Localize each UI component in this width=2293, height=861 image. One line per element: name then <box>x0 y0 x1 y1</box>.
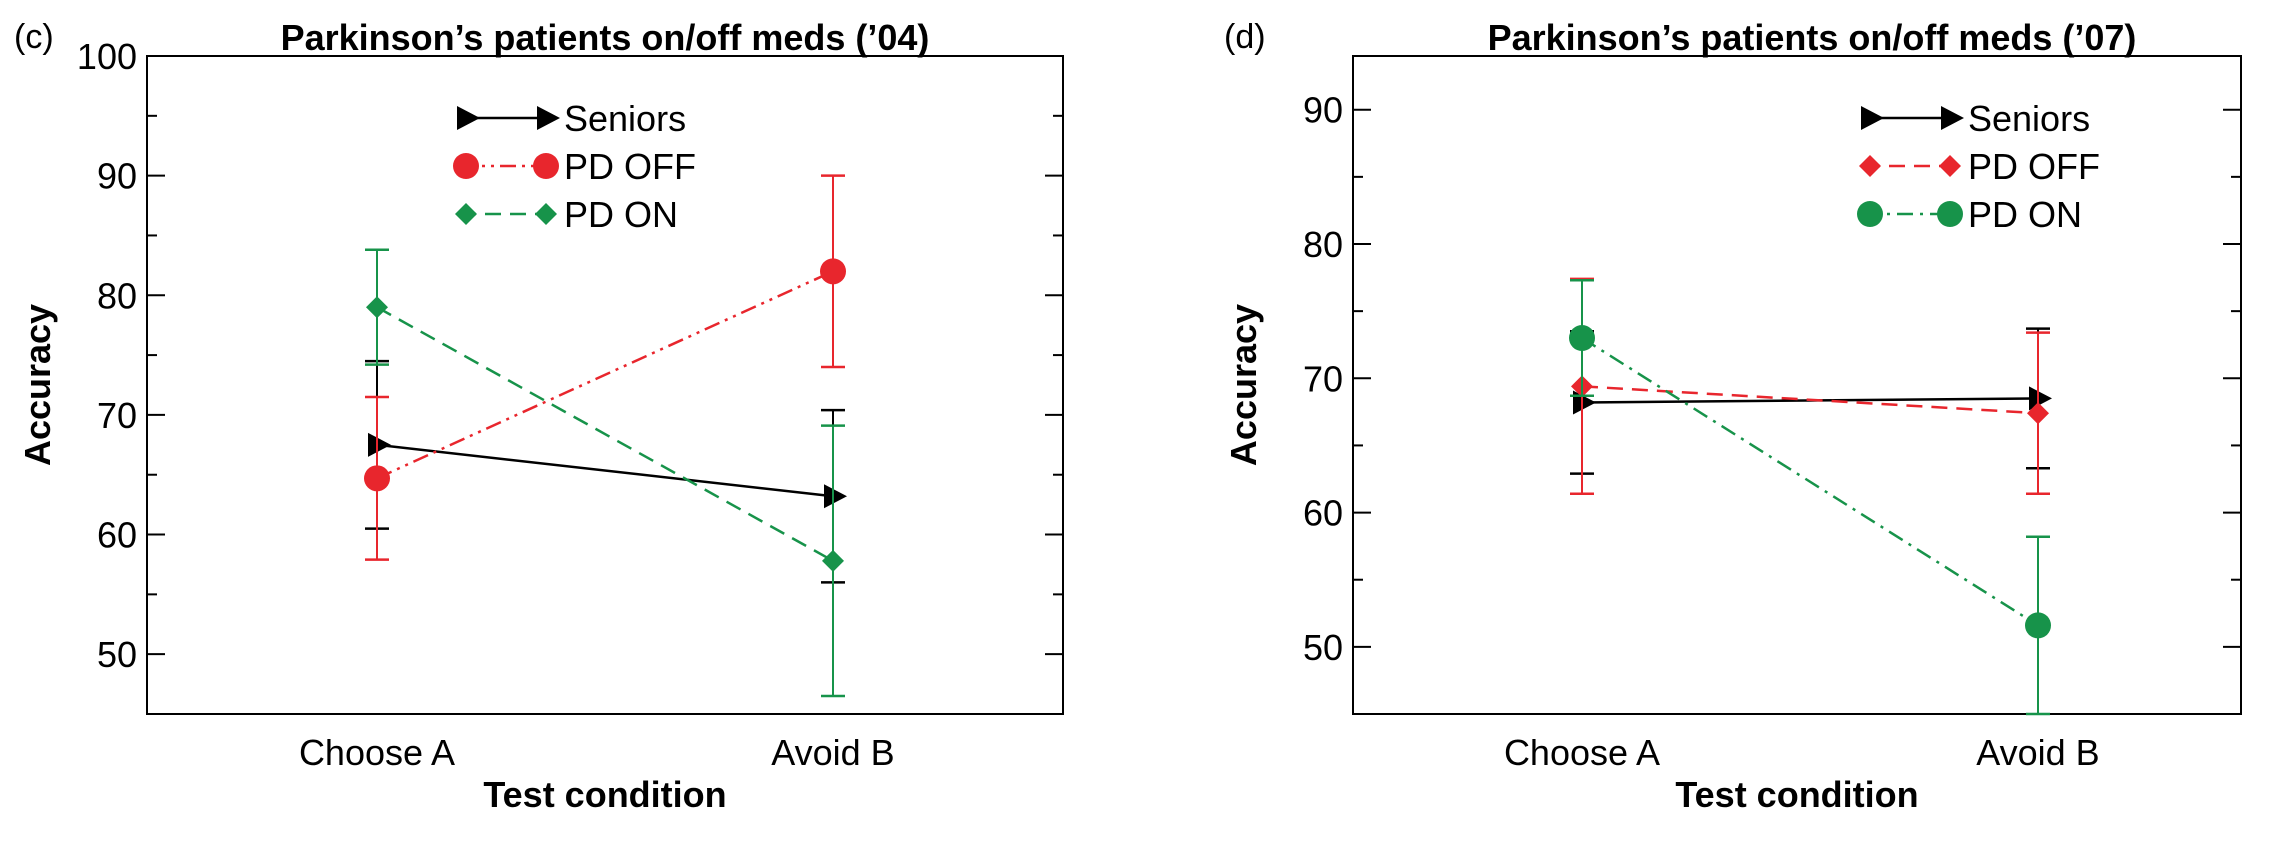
legend-marker <box>533 153 559 179</box>
data-point <box>364 465 390 492</box>
x-axis-title: Test condition <box>483 774 726 815</box>
y-tick-label: 50 <box>97 634 137 675</box>
legend-marker <box>1861 106 1884 130</box>
series-line <box>376 306 834 562</box>
plot-frame <box>146 55 1064 715</box>
chart-panel-c: (c) Parkinson’s patients on/off meds (’04… <box>14 17 1064 815</box>
legend-entry: PD ON <box>455 194 678 235</box>
series-line <box>1581 336 2039 627</box>
series-seniors <box>365 359 847 584</box>
y-tick-label: 90 <box>97 156 137 197</box>
x-tick-label: Choose A <box>299 732 455 773</box>
legend-label: Seniors <box>564 98 686 139</box>
data-point <box>2027 402 2049 425</box>
y-tick-label: 100 <box>77 36 137 77</box>
legend-marker <box>457 106 480 130</box>
data-point <box>820 258 846 285</box>
panel-label: (c) <box>14 18 54 56</box>
y-tick-label: 60 <box>97 515 137 556</box>
legend-marker <box>1941 106 1964 130</box>
plot-frame <box>1352 55 2242 715</box>
x-tick-label: Avoid B <box>771 732 894 773</box>
legend-marker <box>455 203 477 225</box>
legend-entry: PD OFF <box>1859 146 2100 187</box>
legend-marker <box>537 106 560 130</box>
x-tick-label: Avoid B <box>1976 732 2099 773</box>
legend-marker <box>1937 201 1963 227</box>
chart-title: Parkinson’s patients on/off meds (’04) <box>281 17 930 58</box>
legend-label: PD ON <box>1968 194 2082 235</box>
y-tick-label: 90 <box>1303 90 1343 131</box>
data-point <box>1569 325 1595 351</box>
legend-marker <box>1939 155 1961 177</box>
series-pd-on <box>365 248 845 698</box>
series-line <box>1581 385 2039 415</box>
y-axis-title: Accuracy <box>1223 304 1264 466</box>
data-point <box>822 549 844 572</box>
series-line <box>376 270 834 480</box>
legend-entry: Seniors <box>1861 98 2090 139</box>
data-point <box>368 432 391 457</box>
legend-marker <box>453 153 479 179</box>
legend-label: PD OFF <box>564 146 696 187</box>
legend-entry: PD ON <box>1857 194 2082 235</box>
series-line <box>376 443 834 498</box>
legend-marker <box>1859 155 1881 177</box>
legend-label: PD ON <box>564 194 678 235</box>
data-point <box>2025 612 2051 639</box>
series-pd-on <box>1569 279 2051 716</box>
legend-marker <box>535 203 557 225</box>
chart-title: Parkinson’s patients on/off meds (’07) <box>1488 17 2137 58</box>
y-tick-label: 50 <box>1303 627 1343 668</box>
series-pd-off <box>364 174 846 561</box>
legend-label: Seniors <box>1968 98 2090 139</box>
y-tick-label: 70 <box>97 395 137 436</box>
data-point <box>366 296 388 319</box>
series-pd-off <box>1570 277 2050 496</box>
data-point <box>824 484 847 509</box>
legend-marker <box>1857 201 1883 227</box>
y-tick-label: 80 <box>97 275 137 316</box>
y-axis-title: Accuracy <box>17 304 58 466</box>
panel-label: (d) <box>1224 18 1266 56</box>
x-tick-label: Choose A <box>1504 732 1660 773</box>
legend-entry: PD OFF <box>453 146 696 187</box>
data-point <box>2029 386 2052 411</box>
series-seniors <box>1570 327 2052 475</box>
y-tick-label: 80 <box>1303 224 1343 265</box>
y-tick-label: 70 <box>1303 358 1343 399</box>
y-tick-label: 60 <box>1303 493 1343 534</box>
legend-label: PD OFF <box>1968 146 2100 187</box>
chart-panel-d: (d) Parkinson’s patients on/off meds (’07… <box>1223 17 2242 815</box>
legend-entry: Seniors <box>457 98 686 139</box>
x-axis-title: Test condition <box>1675 774 1918 815</box>
